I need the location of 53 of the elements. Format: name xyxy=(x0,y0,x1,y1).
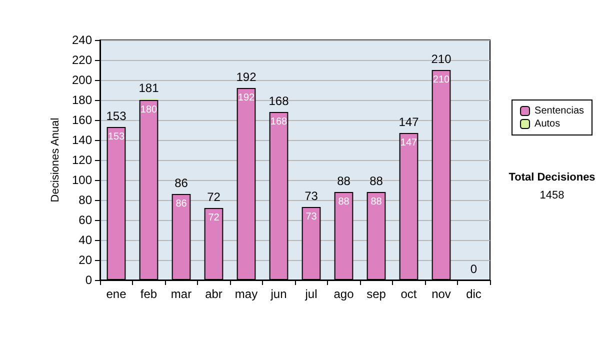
y-tick-label: 40 xyxy=(78,233,92,247)
total-label: 88 xyxy=(370,174,384,188)
total-label: 192 xyxy=(236,70,257,84)
data-label: 153 xyxy=(108,132,126,142)
legend-label: Autos xyxy=(534,118,560,130)
data-label: 168 xyxy=(270,116,288,128)
total-label: 181 xyxy=(138,81,160,95)
y-tick-label: 60 xyxy=(78,213,92,227)
data-label: 180 xyxy=(140,104,158,116)
x-tick-label: ene xyxy=(106,287,127,301)
x-tick-label: jun xyxy=(270,287,287,301)
x-tick-label: abr xyxy=(205,287,222,301)
y-tick-label: 120 xyxy=(72,153,92,167)
legend-label: Sentencias xyxy=(534,106,584,116)
total-label: 72 xyxy=(207,190,221,204)
y-tick-label: 140 xyxy=(72,133,92,147)
x-tick-label: sep xyxy=(366,287,386,301)
x-tick-label: jul xyxy=(304,287,318,301)
data-label: 73 xyxy=(306,212,318,222)
total-label: 153 xyxy=(106,109,127,123)
x-tick-label: mar xyxy=(170,287,192,301)
y-tick-label: 20 xyxy=(78,253,92,267)
y-tick-label: 80 xyxy=(78,193,92,207)
text: Total Decisiones xyxy=(508,172,596,184)
total-label: 168 xyxy=(268,94,290,108)
data-label: 192 xyxy=(238,92,256,104)
data-label: 147 xyxy=(400,138,418,148)
data-label: 86 xyxy=(176,198,188,210)
total-label: 147 xyxy=(398,115,420,129)
text: 1458 xyxy=(540,190,564,202)
y-tick-label: 160 xyxy=(72,113,92,127)
total-label: 86 xyxy=(174,176,188,190)
total-label: 210 xyxy=(431,52,452,66)
y-tick-label: 0 xyxy=(85,273,92,287)
data-label: 88 xyxy=(338,196,350,208)
total-label: 0 xyxy=(470,262,478,276)
y-tick-label: 220 xyxy=(72,53,92,67)
x-tick-label: ago xyxy=(334,287,354,301)
y-axis-title: Decisiones Anual xyxy=(50,118,62,202)
y-tick-label: 200 xyxy=(72,73,92,87)
x-tick-label: feb xyxy=(140,287,158,301)
x-tick-label: nov xyxy=(432,287,451,301)
total-label: 88 xyxy=(337,174,351,188)
y-tick-label: 180 xyxy=(72,93,92,107)
y-tick-label: 100 xyxy=(72,173,92,187)
x-tick-label: dic xyxy=(466,287,482,301)
x-tick-label: oct xyxy=(400,287,418,301)
data-label: 72 xyxy=(208,212,220,224)
data-label: 88 xyxy=(370,196,382,208)
x-tick-label: may xyxy=(234,287,258,301)
y-tick-label: 240 xyxy=(72,33,92,47)
total-label: 73 xyxy=(304,189,318,203)
data-label: 210 xyxy=(432,74,450,86)
